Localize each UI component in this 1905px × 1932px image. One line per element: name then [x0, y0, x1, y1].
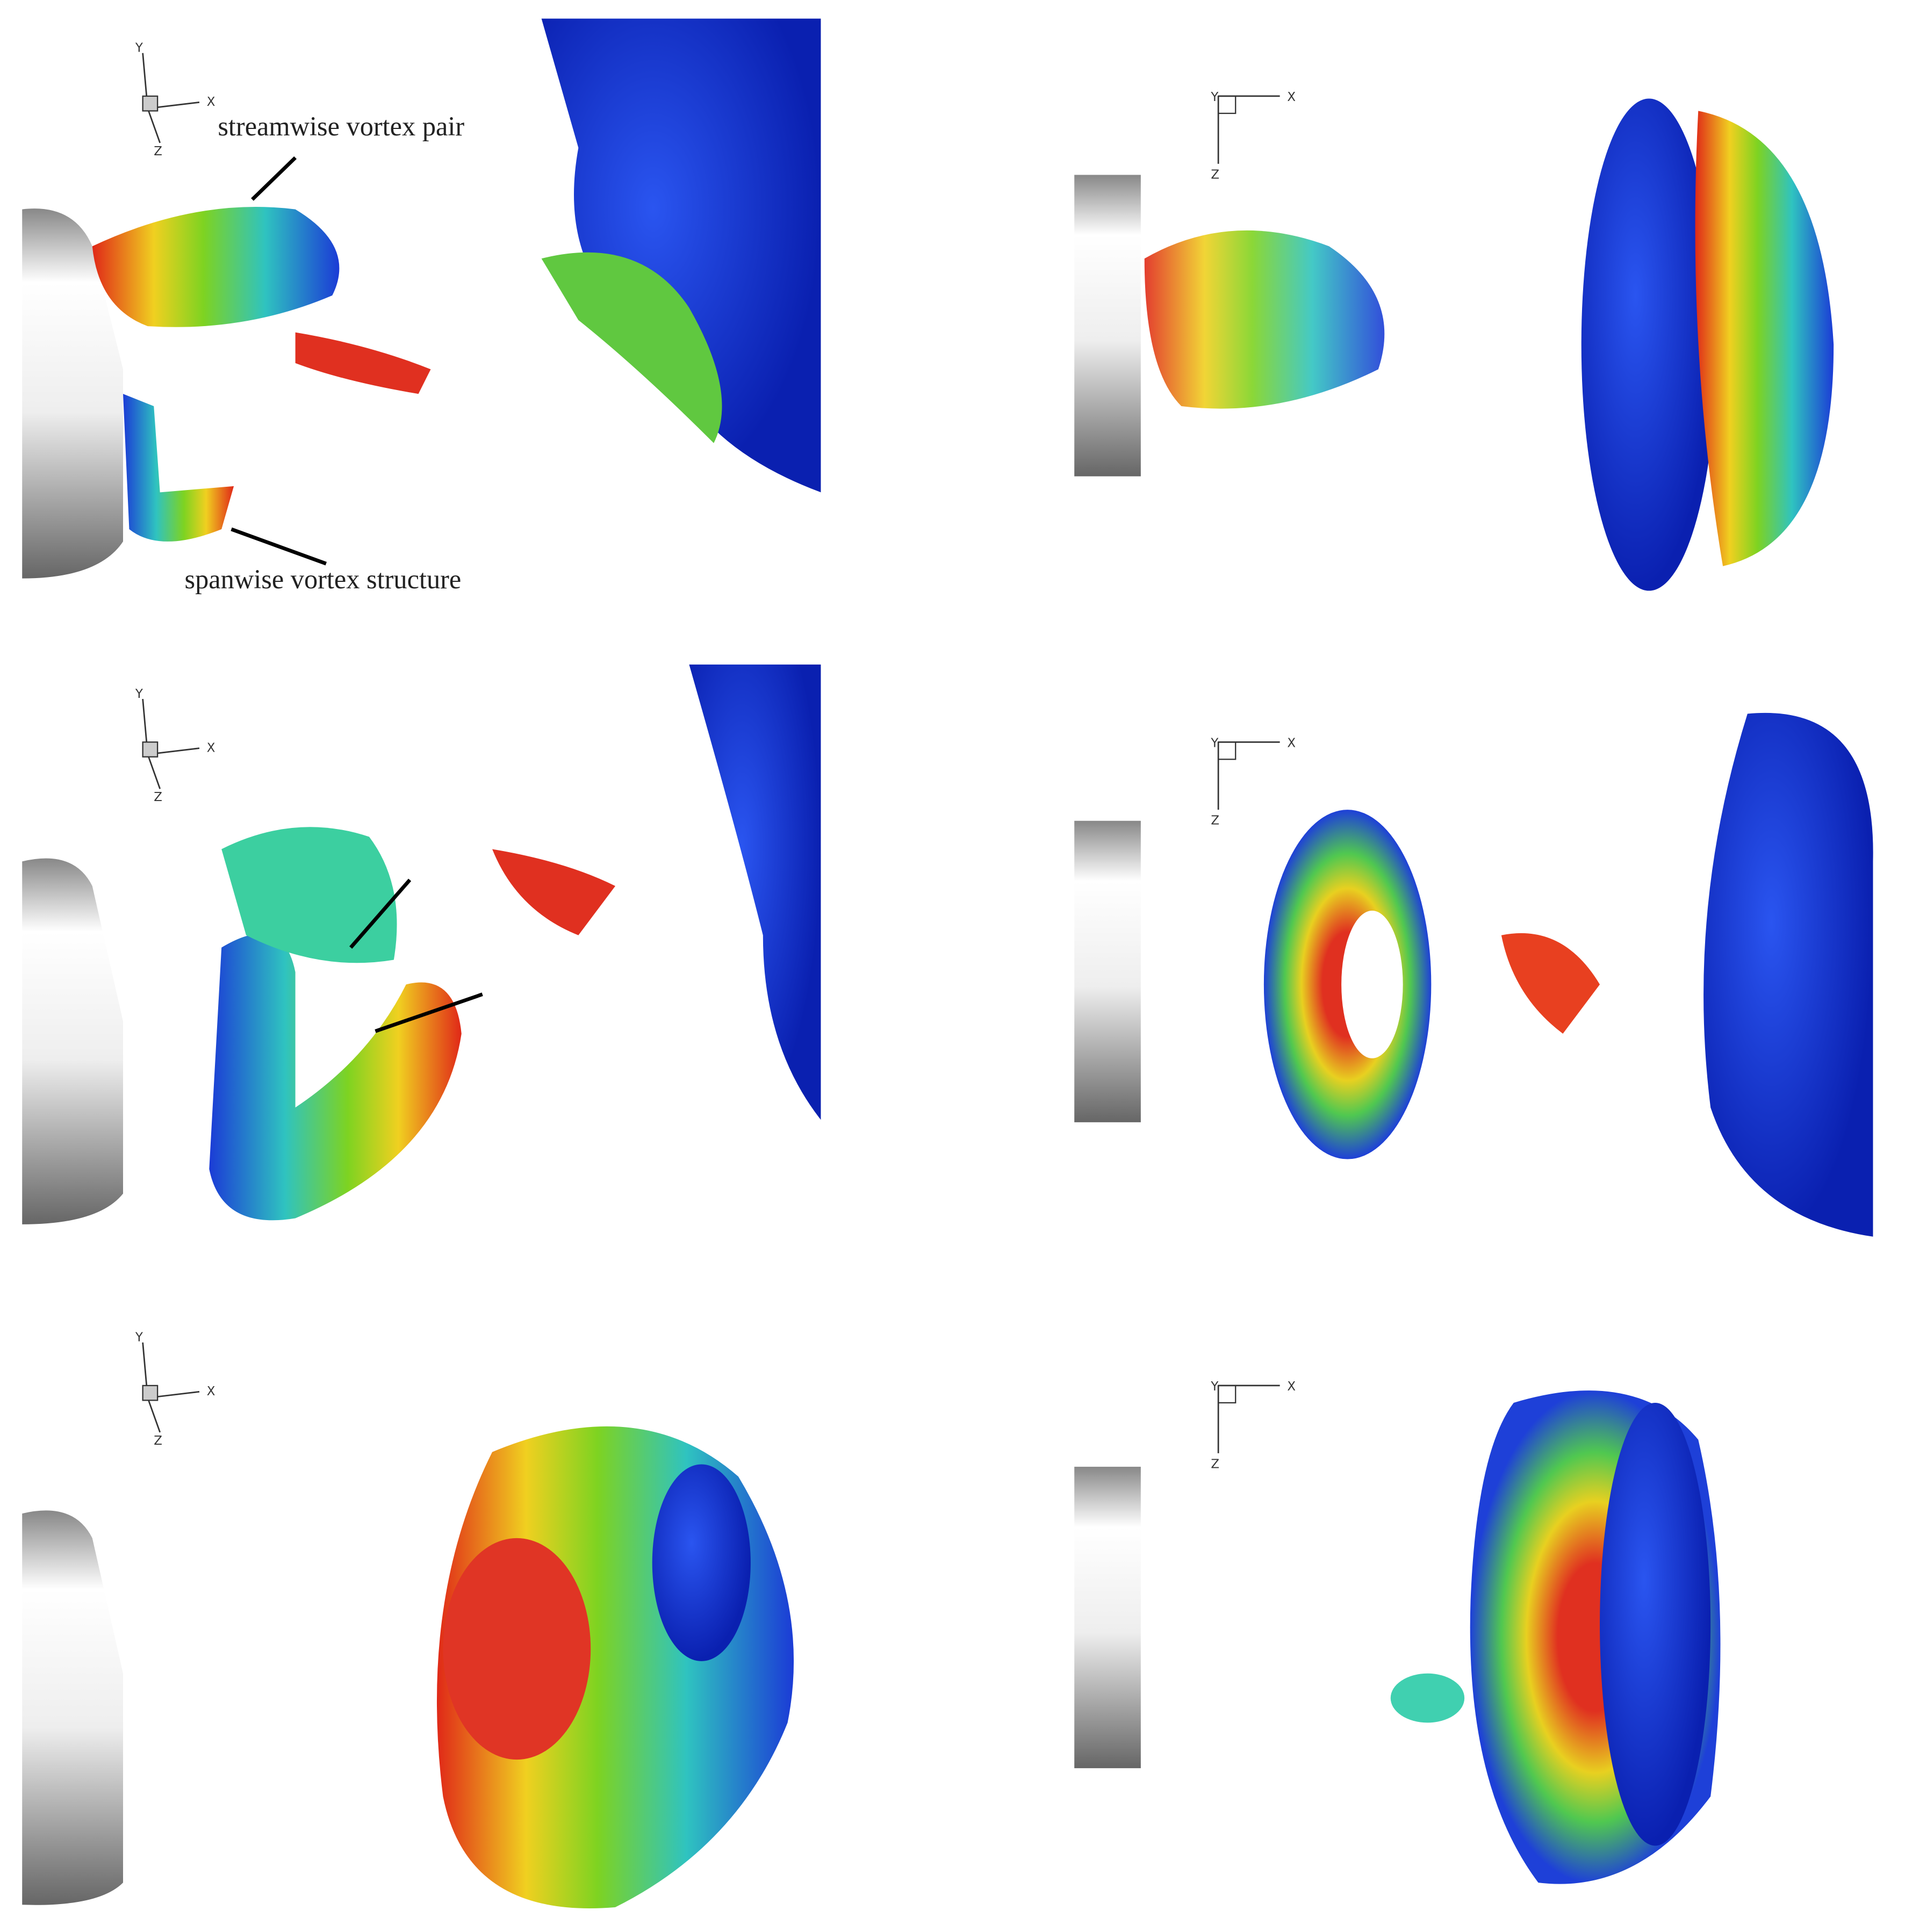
axis-triads: Y X Z Y X Z Y X Z Y X Z Y X Z Y X Z [135, 41, 1296, 1471]
axis-line [147, 108, 161, 143]
panel-4 [1074, 712, 1873, 1237]
axis-label: Y [1210, 90, 1219, 104]
panel-5 [22, 1426, 794, 1908]
vortex-core [652, 1464, 751, 1661]
axis-label: Y [1210, 1380, 1219, 1394]
axis-cube [142, 1385, 159, 1401]
axis-line [147, 754, 161, 789]
cylinder [22, 208, 124, 579]
arrow [251, 156, 297, 201]
cylinder [22, 1510, 124, 1905]
annotation: streamwise vortex pair [218, 111, 464, 141]
cylinder [22, 858, 124, 1224]
axis-cube [142, 741, 159, 758]
vortex-core [443, 1538, 591, 1760]
axis-label: Z [154, 790, 162, 804]
cylinder [1074, 1467, 1141, 1769]
vortex-core [1600, 1402, 1711, 1846]
annotation: spanwise vortex structure [185, 564, 462, 594]
vortex [123, 394, 234, 542]
axis-label: Z [1211, 1457, 1219, 1471]
vortex-ring [1695, 111, 1834, 566]
axis-label: Z [154, 1434, 162, 1448]
vortex [1144, 230, 1385, 409]
arrow [375, 992, 483, 1033]
arrow [231, 527, 327, 566]
cylinder [1074, 820, 1141, 1122]
cylinder [1074, 175, 1141, 477]
vortex [209, 933, 462, 1221]
vortex-ring [1581, 98, 1717, 591]
axis-line [147, 1397, 161, 1433]
axis-cube [1218, 95, 1237, 114]
vortex-ring [689, 664, 821, 1120]
axis-label: Y [135, 687, 143, 701]
axis-cube [1218, 741, 1237, 760]
axis-label: Y [1210, 736, 1219, 750]
axis-label: X [1287, 1380, 1296, 1394]
axis-cube [1218, 1385, 1237, 1404]
axis-label: X [207, 741, 215, 755]
axis-label: X [1287, 90, 1296, 104]
axis-label: Z [1211, 168, 1219, 182]
arrow [349, 878, 412, 949]
axis-label: Y [135, 1330, 143, 1344]
axis-label: Z [154, 145, 162, 158]
panel-3 [22, 664, 821, 1224]
axis-label: Y [135, 41, 143, 55]
vortex [492, 849, 616, 935]
axis-label: X [207, 1385, 215, 1398]
axis-label: X [1287, 736, 1296, 750]
vortex [1390, 1673, 1465, 1723]
panel-1: streamwise vortex pair spanwise vortex s… [22, 18, 821, 594]
vortex [295, 332, 431, 394]
axis-label: X [207, 95, 215, 109]
axis-cube [142, 95, 159, 112]
vortex [92, 207, 340, 327]
ring-hole [1341, 910, 1403, 1058]
vortex [221, 827, 397, 963]
panel-6 [1074, 1390, 1721, 1884]
panel-2 [1074, 98, 1834, 591]
vortex-ring [541, 18, 821, 493]
axis-label: Z [1211, 814, 1219, 828]
vortex [541, 252, 722, 443]
vortex [1501, 933, 1600, 1034]
vortex-ring [1703, 712, 1873, 1237]
